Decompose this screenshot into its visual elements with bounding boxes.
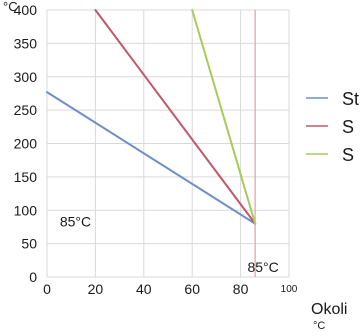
annotation-1: 85°C xyxy=(60,214,91,230)
y-tick-label: 150 xyxy=(14,169,38,185)
legend-label-2: S xyxy=(342,117,354,137)
y-tick-label: 0 xyxy=(29,269,37,285)
y-unit-label: °C xyxy=(3,0,18,14)
series-line-1 xyxy=(46,91,257,225)
y-tick-label: 350 xyxy=(14,35,38,51)
y-tick-label: 300 xyxy=(14,69,38,85)
x-axis-label: Okoli xyxy=(311,301,347,318)
x-tick-label: 40 xyxy=(136,281,152,297)
series-line-3 xyxy=(191,9,257,225)
x-tick-label: 80 xyxy=(233,281,249,297)
legend-label-3: S xyxy=(342,145,354,165)
y-tick-label: 100 xyxy=(14,202,38,218)
y-tick-label: 50 xyxy=(21,236,37,252)
y-tick-label: 400 xyxy=(14,2,38,18)
x-tick-label: 60 xyxy=(184,281,200,297)
grid xyxy=(46,9,290,278)
legend-label-1: St xyxy=(342,89,359,109)
annotations: 85°C 85°C xyxy=(60,214,279,275)
x-tick-label: 100 xyxy=(281,284,298,295)
annotation-2: 85°C xyxy=(247,259,278,275)
x-unit-label: °C xyxy=(313,320,325,331)
series-lines xyxy=(46,9,257,225)
y-tick-label: 200 xyxy=(14,136,38,152)
tick-labels: 0 50 100 150 200 250 300 350 400 0 20 40 60 80 100 xyxy=(14,2,298,297)
y-tick-label: 250 xyxy=(14,102,38,118)
legend: St SS xyxy=(306,89,359,165)
x-tick-label: 0 xyxy=(43,281,51,297)
series-line-2 xyxy=(94,9,257,225)
x-tick-label: 20 xyxy=(88,281,104,297)
